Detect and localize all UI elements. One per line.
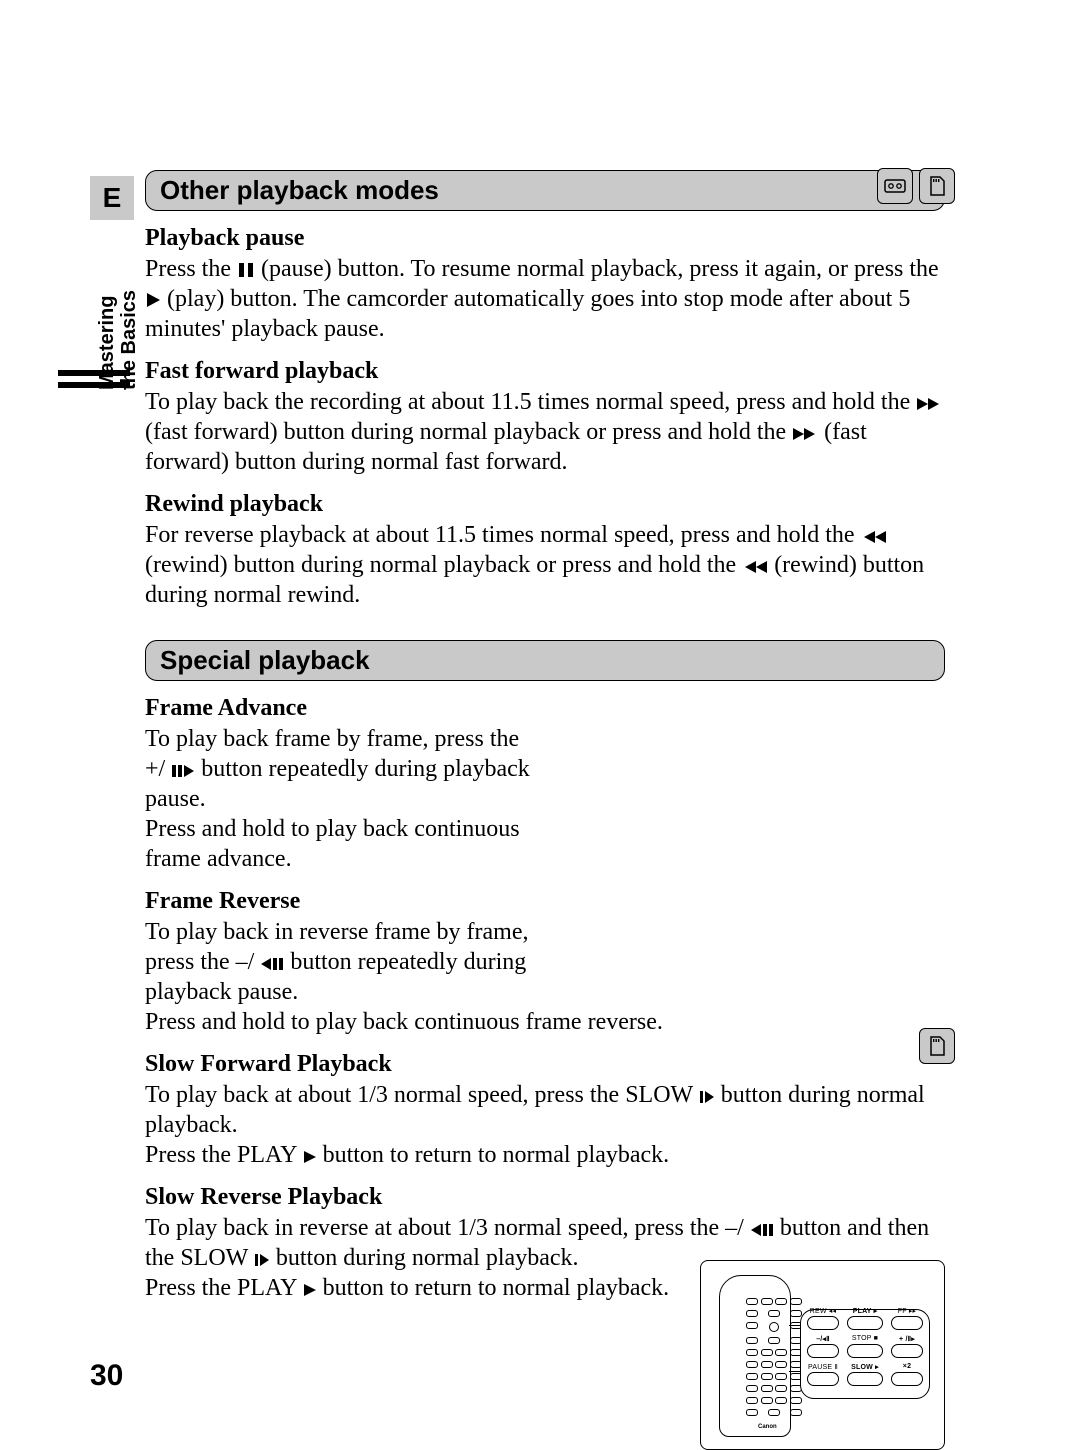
memory-card-icon — [919, 168, 955, 204]
section-tab: Mastering the Basics — [96, 290, 140, 390]
frame-advance-icon — [171, 764, 195, 778]
language-letter: E — [103, 182, 122, 214]
content-column: Other playback modes Playback pause Pres… — [145, 170, 945, 1303]
play-icon — [145, 292, 161, 308]
mode-icons — [919, 1028, 955, 1064]
frame-reverse-icon — [750, 1223, 774, 1237]
para-frev: To play back in reverse frame by frame, … — [145, 917, 545, 1007]
manual-page: E Mastering the Basics Other playback mo… — [0, 0, 1080, 1443]
rewind-icon — [861, 530, 887, 544]
section-other-playback: Other playback modes Playback pause Pres… — [145, 170, 945, 610]
remote-illustration: Canon REW ◂◂ PLAY ▸ FF ▸▸ –/◂Ⅱ STO — [700, 1260, 945, 1450]
rewind-icon — [742, 560, 768, 574]
para-fadv: To play back frame by frame, press the +… — [145, 724, 545, 814]
tab-line1: Mastering — [96, 296, 118, 390]
subhead-slow-rev: Slow Reverse Playback — [145, 1184, 945, 1211]
pause-icon — [237, 262, 255, 278]
cassette-icon — [877, 168, 913, 204]
tab-line2: the Basics — [118, 290, 140, 390]
para-fadv-2: Press and hold to play back continuous f… — [145, 814, 545, 874]
subhead-pause: Playback pause — [145, 225, 945, 252]
para-ff: To play back the recording at about 11.5… — [145, 387, 945, 477]
slow-play-icon — [254, 1253, 270, 1267]
fast-forward-icon — [916, 397, 942, 411]
mode-icons — [877, 168, 955, 204]
subhead-frame-reverse: Frame Reverse — [145, 888, 545, 915]
para-slowf: To play back at about 1/3 normal speed, … — [145, 1080, 945, 1140]
page-number: 30 — [90, 1359, 123, 1393]
section-title: Other playback modes — [160, 175, 930, 206]
memory-card-icon — [919, 1028, 955, 1064]
section-heading: Other playback modes — [145, 170, 945, 211]
subhead-ff: Fast forward playback — [145, 358, 945, 385]
slow-play-icon — [699, 1090, 715, 1104]
fast-forward-icon — [792, 427, 818, 441]
para-pause: Press the (pause) button. To resume norm… — [145, 254, 945, 344]
remote-button-panel: REW ◂◂ PLAY ▸ FF ▸▸ –/◂Ⅱ STOP ■ + /Ⅱ▸ — [800, 1309, 930, 1399]
para-slowf-2: Press the PLAY button to return to norma… — [145, 1140, 945, 1170]
section-heading: Special playback — [145, 640, 945, 681]
frame-advance-block: Frame Advance To play back frame by fram… — [145, 695, 545, 1007]
para-rew: For reverse playback at about 11.5 times… — [145, 520, 945, 610]
section-special-playback: Special playback Frame Advance To play b… — [145, 640, 945, 1303]
play-icon — [303, 1283, 317, 1297]
section-title: Special playback — [160, 645, 930, 676]
language-badge: E — [90, 176, 134, 220]
subhead-frame-advance: Frame Advance — [145, 695, 545, 722]
frame-reverse-icon — [260, 957, 284, 971]
subhead-rew: Rewind playback — [145, 491, 945, 518]
remote-brand: Canon — [758, 1424, 777, 1430]
para-frev-2: Press and hold to play back continuous f… — [145, 1007, 945, 1037]
subhead-slow-fwd: Slow Forward Playback — [145, 1051, 945, 1078]
play-icon — [303, 1150, 317, 1164]
